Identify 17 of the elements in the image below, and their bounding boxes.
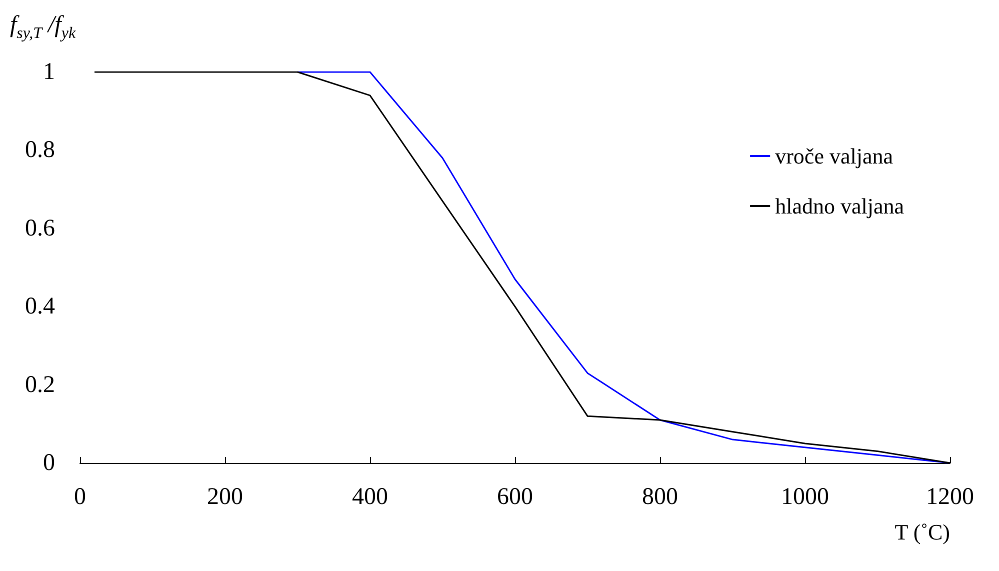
y-tick-label: 0.4 — [25, 294, 55, 320]
x-tick-label: 800 — [642, 484, 678, 510]
legend-label: hladno valjana — [775, 194, 904, 218]
x-tick-label: 0 — [74, 484, 86, 510]
x-axis-title: T (˚C) — [894, 520, 950, 544]
x-tick-label: 400 — [352, 484, 388, 510]
x-tick-label: 600 — [497, 484, 533, 510]
x-tick-label: 200 — [207, 484, 243, 510]
legend-label: vroče valjana — [775, 144, 894, 168]
y-tick-label: 0.8 — [25, 137, 55, 164]
y-tick-label: 1 — [43, 59, 55, 85]
x-tick-label: 1000 — [781, 484, 829, 510]
y-tick-label: 0.2 — [25, 372, 55, 398]
y-tick-label: 0 — [43, 450, 55, 476]
y-axis-title: f$_{sy,T}$ /f$_{yk}$ — [10, 12, 76, 43]
y-tick-label: 0.6 — [25, 215, 55, 242]
x-tick-label: 1200 — [926, 484, 974, 510]
